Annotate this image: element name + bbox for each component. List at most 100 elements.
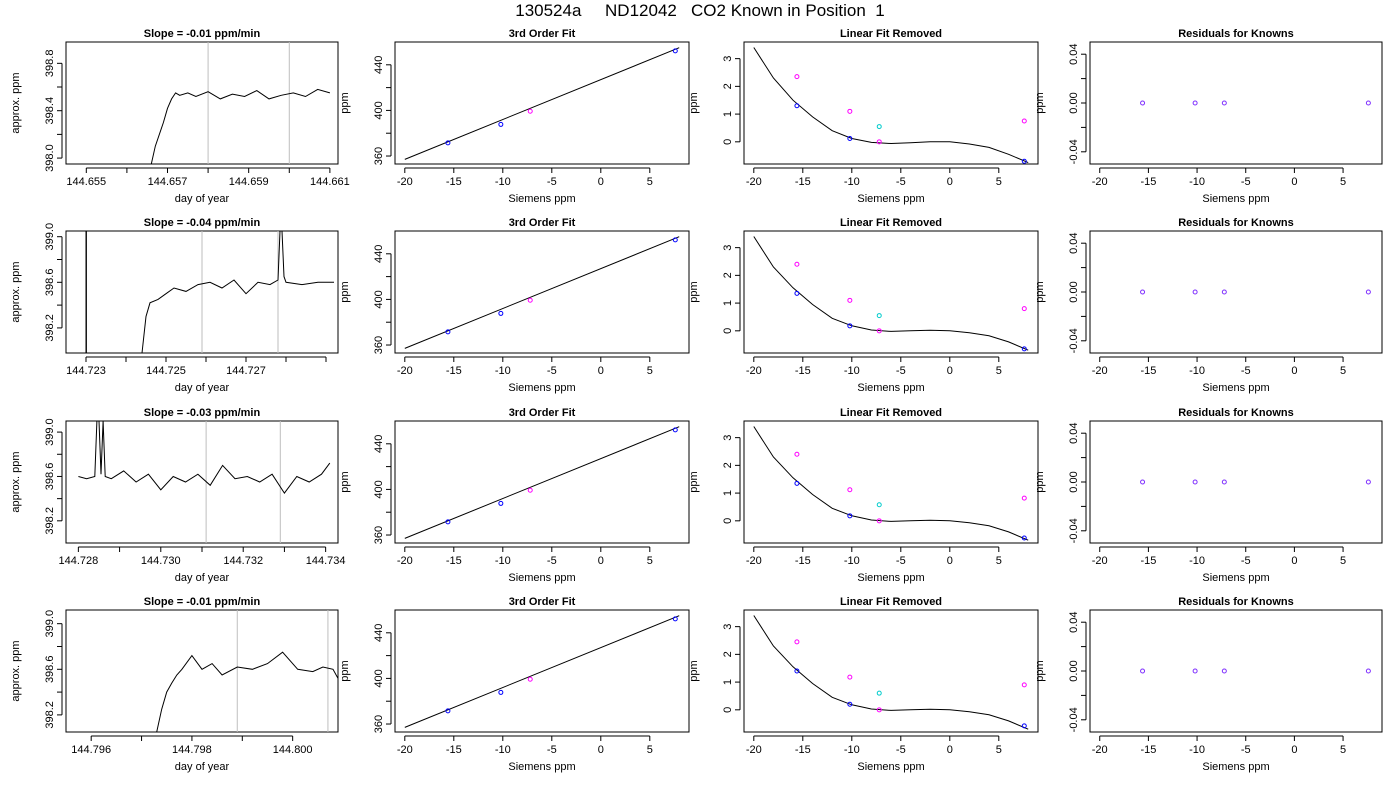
x-tick-label: -20 [1092,365,1108,377]
y-axis-label: approx. ppm [10,451,22,512]
y-tick-label: 0 [722,518,734,524]
y-tick-label: 0.00 [1068,660,1080,681]
panel-title: Slope = -0.04 ppm/min [144,217,261,229]
x-tick-label: 0 [1291,365,1297,377]
x-axis-label: Siemens ppm [857,382,924,394]
panel-c11 [1081,420,1383,552]
data-point [876,328,882,334]
plot-area [404,236,680,349]
panel-title: 3rd Order Fit [509,596,576,608]
x-tick-label: -15 [795,555,811,567]
y-tick-label: 398.6 [44,463,56,491]
x-tick-label: 0 [598,555,604,567]
fit-curve [404,47,680,160]
y-tick-label: 0 [722,328,734,334]
plot-frame [1089,609,1383,733]
panel-title: Residuals for Knowns [1178,407,1294,419]
x-tick-label: -10 [844,744,860,756]
data-point [1192,668,1198,674]
x-tick-label: 5 [647,555,653,567]
y-tick-label: 398.4 [44,97,56,125]
data-point [498,500,504,506]
x-axis-label: day of year [175,382,230,394]
y-tick-label: 0 [722,707,734,713]
y-tick-label: 0.04 [1068,43,1080,64]
plot-area [150,88,331,164]
y-tick-label: 2 [722,272,734,278]
x-tick-label: 5 [1340,176,1346,188]
x-tick-label: 0 [947,744,953,756]
x-tick-label: -15 [1140,555,1156,567]
plot-area [156,651,338,732]
data-point [1365,289,1371,295]
data-point [1221,668,1227,674]
series-line [150,88,331,164]
x-tick-label: -5 [1241,555,1251,567]
y-tick-label: 360 [373,336,385,354]
x-tick-label: -20 [746,555,762,567]
plot-area [1140,100,1371,106]
panel-title: Linear Fit Removed [840,596,942,608]
x-tick-label: 5 [996,176,1002,188]
panel-c10 [735,420,1039,552]
data-point [876,518,882,524]
panel-c4 [57,230,339,362]
x-tick-label: -5 [896,176,906,188]
y-axis-label: ppm [688,660,700,681]
x-tick-label: 144.730 [141,555,181,567]
panel-title: Slope = -0.03 ppm/min [144,407,261,419]
series-line [156,651,338,732]
x-tick-label: 144.723 [66,365,106,377]
x-axis-label: day of year [175,572,230,584]
page-title: 130524a ND12042 CO2 Known in Position 1 [515,1,885,20]
y-tick-label: 398.2 [44,507,56,535]
data-point [445,329,451,335]
x-tick-label: -20 [746,744,762,756]
x-tick-label: 5 [647,176,653,188]
panel-c12 [57,609,339,741]
y-axis-label: approx. ppm [10,640,22,701]
fit-curve [753,236,1029,351]
x-axis-label: day of year [175,193,230,205]
x-tick-label: -10 [495,555,511,567]
x-axis-label: day of year [175,761,230,773]
data-point [1192,289,1198,295]
plot-area [1140,289,1371,295]
x-tick-label: 5 [647,365,653,377]
y-tick-label: 399.0 [44,418,56,446]
data-point [445,708,451,714]
x-axis-label: Siemens ppm [508,761,575,773]
x-tick-label: -15 [795,365,811,377]
plot-frame [743,41,1039,165]
data-point [847,323,853,329]
plot-frame [394,41,690,165]
y-tick-label: 3 [722,435,734,441]
data-point [445,140,451,146]
x-axis-label: Siemens ppm [1202,761,1269,773]
x-tick-label: 0 [1291,555,1297,567]
x-tick-label: -20 [397,365,413,377]
panel-c8 [57,420,339,552]
series-line [78,421,331,494]
data-point [1021,723,1027,729]
y-axis-label: ppm [688,471,700,492]
y-tick-label: 1 [722,300,734,306]
x-tick-label: -10 [495,365,511,377]
y-tick-label: 440 [373,56,385,74]
y-tick-label: -0.04 [1068,139,1080,164]
x-tick-label: 144.798 [172,744,212,756]
plot-area [753,236,1029,352]
x-axis-label: Siemens ppm [857,572,924,584]
x-tick-label: 144.657 [148,176,188,188]
panel-c0 [57,41,339,173]
data-point [847,674,853,680]
x-tick-label: 144.661 [310,176,350,188]
panel-title: 3rd Order Fit [509,407,576,419]
data-point [672,237,678,243]
panel-c1 [386,41,690,173]
panel-title: Residuals for Knowns [1178,596,1294,608]
data-point [876,313,882,319]
x-tick-label: 144.732 [223,555,263,567]
panel-c3 [1081,41,1383,173]
